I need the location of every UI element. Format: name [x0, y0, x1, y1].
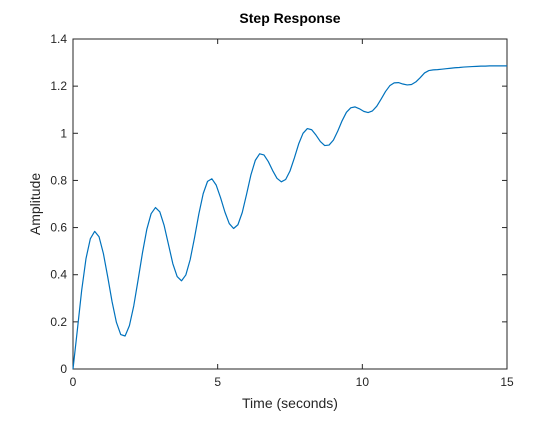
- y-tick-label: 1: [60, 126, 67, 140]
- series-line: [72, 65, 507, 370]
- y-axis-label: Amplitude: [27, 173, 43, 235]
- x-tick-label: 10: [356, 375, 370, 389]
- y-tick-label: 0: [60, 362, 67, 376]
- x-tick-label: 0: [70, 375, 77, 389]
- x-axis-label: Time (seconds): [242, 395, 338, 411]
- x-tick-label: 5: [214, 375, 221, 389]
- y-tick-label: 0.6: [50, 221, 67, 235]
- axes: 0 5 10 15 0 0.2 0.4 0.6 0.8 1 1.2 1.4: [50, 32, 514, 389]
- x-tick-label: 15: [500, 375, 514, 389]
- plot-area: [72, 38, 508, 370]
- chart-title: Step Response: [239, 10, 340, 26]
- y-tick-label: 1.2: [50, 79, 67, 93]
- y-tick-label: 0.2: [50, 315, 67, 329]
- y-tick-label: 1.4: [50, 32, 67, 46]
- y-tick-label: 0.8: [50, 173, 67, 187]
- y-tick-label: 0.4: [50, 268, 67, 282]
